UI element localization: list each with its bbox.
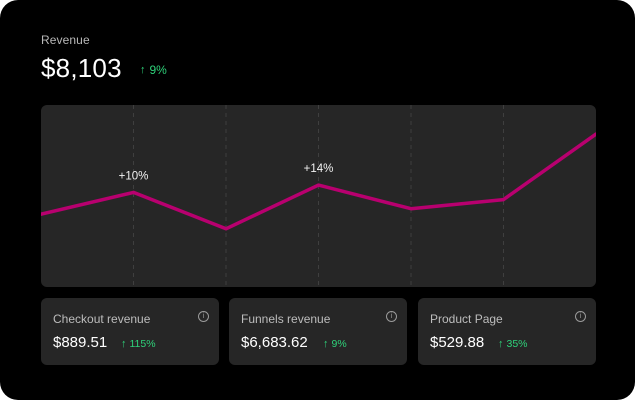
metric-change: ↑ 35% [498, 338, 528, 350]
metric-value: $889.51 [53, 334, 108, 351]
revenue-change: ↑ 9% [140, 63, 167, 77]
data-label: +14% [304, 163, 334, 175]
metric-label: Funnels revenue [241, 312, 331, 326]
metric-change: ↑ 9% [323, 338, 347, 350]
metric-card-checkout[interactable]: Checkout revenue i $889.51 ↑ 115% [41, 298, 219, 365]
revenue-value: $8,103 [41, 53, 122, 83]
arrow-up-icon: ↑ [323, 337, 329, 350]
metric-value: $529.88 [430, 334, 485, 351]
metric-change-text: 9% [331, 338, 347, 350]
metric-label: Product Page [430, 312, 503, 326]
revenue-change-text: 9% [149, 63, 167, 77]
metric-card-product-page[interactable]: Product Page i $529.88 ↑ 35% [418, 298, 596, 365]
metric-value: $6,683.62 [241, 334, 308, 351]
revenue-line-chart: +10% +14% [41, 105, 596, 287]
info-icon[interactable]: i [198, 311, 209, 322]
chart-svg: +10% +14% [41, 105, 596, 287]
revenue-label: Revenue [41, 33, 90, 47]
series-line [41, 132, 596, 231]
metric-label: Checkout revenue [53, 312, 151, 326]
arrow-up-icon: ↑ [140, 63, 146, 76]
metric-change-text: 35% [506, 338, 528, 350]
arrow-up-icon: ↑ [498, 337, 504, 350]
metric-card-funnels[interactable]: Funnels revenue i $6,683.62 ↑ 9% [229, 298, 407, 365]
metric-change: ↑ 115% [121, 338, 156, 350]
data-label: +10% [119, 170, 149, 182]
arrow-up-icon: ↑ [121, 337, 127, 350]
info-icon[interactable]: i [575, 311, 586, 322]
info-icon[interactable]: i [386, 311, 397, 322]
metric-change-text: 115% [129, 338, 156, 350]
